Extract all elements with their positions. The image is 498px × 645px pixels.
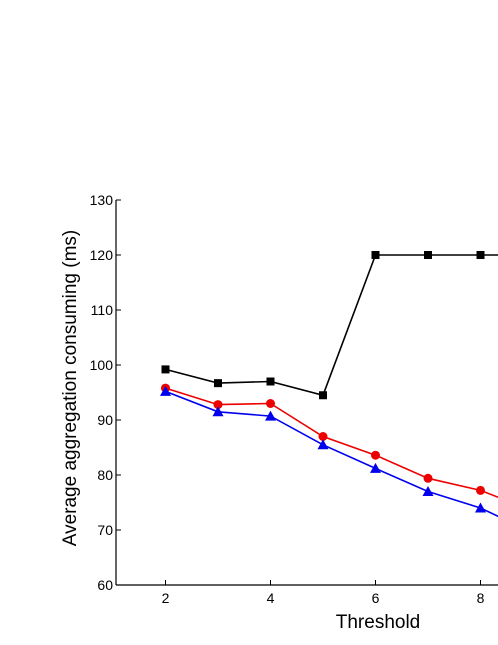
- series-line: [165, 390, 498, 518]
- y-tick-label: 80: [97, 467, 113, 483]
- data-point: [319, 391, 327, 400]
- data-point: [476, 251, 485, 259]
- data-point: [476, 485, 485, 495]
- data-point: [475, 502, 486, 513]
- axes: [115, 200, 498, 586]
- y-tick-label: 130: [90, 192, 114, 208]
- y-tick-label: 120: [90, 247, 114, 263]
- y-tick-label: 70: [97, 522, 113, 538]
- y-tick-label: 60: [97, 577, 113, 593]
- x-tick-label: 2: [162, 590, 170, 606]
- data-point: [370, 462, 381, 473]
- data-point: [161, 365, 170, 374]
- x-tick-label: 6: [372, 590, 380, 606]
- data-point: [423, 473, 433, 483]
- data-point: [424, 251, 432, 259]
- x-tick-label: 4: [267, 590, 275, 606]
- y-tick-label: 110: [91, 302, 114, 318]
- data-point: [266, 377, 275, 386]
- ticks: 60 70 80 90 100 110 120 130 2 4 6 8: [90, 192, 485, 606]
- data-point: [265, 410, 276, 421]
- data-point: [212, 406, 224, 417]
- data-point: [214, 379, 222, 388]
- y-tick-label: 100: [90, 357, 114, 373]
- series-2: [161, 383, 498, 499]
- data-point: [422, 486, 434, 496]
- data-point: [371, 450, 380, 460]
- data-point: [266, 399, 275, 408]
- series-3: [160, 385, 498, 518]
- y-axis-label: Average aggregation consuming (ms): [60, 230, 81, 547]
- data-point: [317, 439, 329, 450]
- series-line: [165, 387, 498, 499]
- series-1: [161, 251, 498, 400]
- data-point: [160, 385, 171, 396]
- y-tick-label: 90: [97, 412, 113, 428]
- series-group: [160, 251, 498, 518]
- data-point: [371, 251, 380, 259]
- data-point: [318, 432, 328, 441]
- series-line: [165, 254, 498, 397]
- x-axis-label: Threshold: [336, 612, 421, 633]
- data-point: [213, 400, 223, 410]
- x-tick-label: 8: [477, 590, 485, 606]
